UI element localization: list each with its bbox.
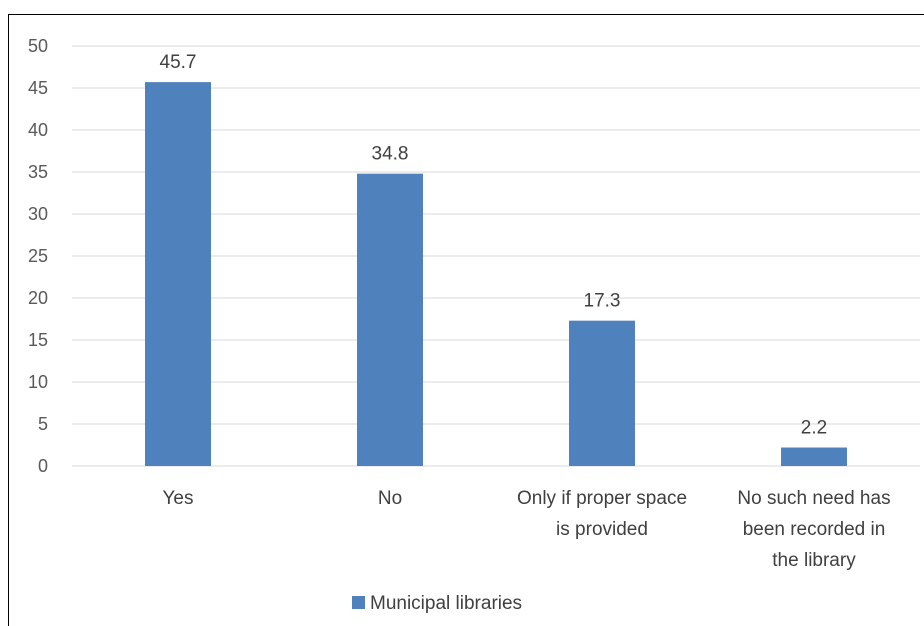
- legend-swatch-municipal-libraries: [352, 596, 365, 609]
- data-labels: 45.7 34.8 17.3 2.2: [160, 52, 828, 438]
- y-tick-label: 20: [28, 288, 48, 308]
- bar: [781, 447, 847, 466]
- category-label-line: No: [378, 488, 402, 509]
- y-tick-label: 50: [28, 36, 48, 56]
- y-tick-label: 45: [28, 78, 48, 98]
- y-axis-tick-labels: 0 5 10 15 20 25 30 35 40 45 50: [28, 36, 48, 476]
- category-label-line: the library: [772, 550, 856, 571]
- bar: [357, 173, 423, 466]
- bar: [569, 320, 635, 466]
- category-label: No such need has been recorded in the libr…: [737, 488, 890, 571]
- legend-label-municipal-libraries: Municipal libraries: [370, 593, 522, 614]
- bars: [145, 82, 847, 467]
- y-tick-label: 25: [28, 246, 48, 266]
- legend: Municipal libraries: [352, 593, 522, 614]
- y-tick-label: 35: [28, 162, 48, 182]
- y-tick-label: 5: [38, 414, 48, 434]
- y-tick-label: 15: [28, 330, 48, 350]
- y-tick-label: 10: [28, 372, 48, 392]
- category-label: No: [378, 488, 402, 509]
- data-label: 45.7: [160, 52, 197, 73]
- data-label: 17.3: [584, 291, 621, 312]
- category-label: Only if proper space is provided: [517, 488, 687, 540]
- data-label: 2.2: [801, 418, 827, 439]
- category-label-line: been recorded in: [743, 519, 886, 540]
- y-tick-label: 40: [28, 120, 48, 140]
- y-tick-label: 30: [28, 204, 48, 224]
- y-tick-label: 0: [38, 456, 48, 476]
- bar: [145, 82, 211, 467]
- category-label-line: Only if proper space: [517, 488, 687, 509]
- category-label-line: No such need has: [737, 488, 890, 509]
- category-label-line: Yes: [163, 488, 194, 509]
- category-label: Yes: [163, 488, 194, 509]
- data-label: 34.8: [372, 144, 409, 165]
- gridlines: [72, 45, 920, 467]
- category-labels: Yes No Only if proper space is provided No s…: [163, 488, 891, 571]
- category-label-line: is provided: [556, 519, 648, 540]
